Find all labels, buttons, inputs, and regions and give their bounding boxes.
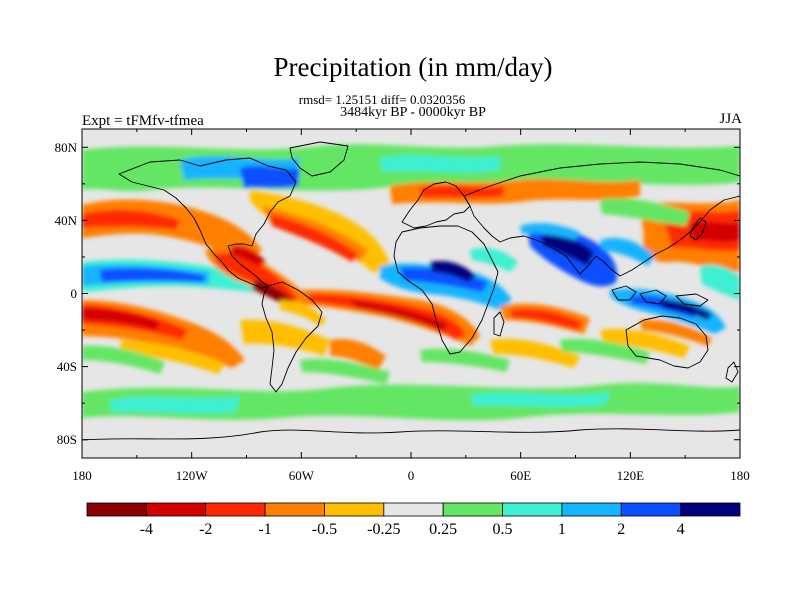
colorbar-swatch — [620, 502, 682, 517]
lon-tick-label: 180 — [730, 468, 750, 483]
chart-title: Precipitation (in mm/day) — [273, 52, 553, 82]
coast-australia — [625, 315, 709, 369]
lon-tick-label: 0 — [408, 468, 415, 483]
colorbar-swatch — [145, 502, 207, 517]
coast-antarctica — [82, 428, 740, 441]
colorbar-label: 0.5 — [493, 521, 513, 538]
period-subtitle: 3484kyr BP - 0000kyr BP — [340, 105, 486, 120]
lon-tick-label: 120W — [176, 468, 209, 483]
coast-maritime-continent — [611, 285, 709, 307]
colorbar-swatch — [383, 502, 444, 517]
coast-madagascar — [493, 311, 505, 337]
colorbar-label: -2 — [199, 521, 212, 538]
colorbar-label: 2 — [617, 521, 625, 538]
lon-tick-label: 60E — [510, 468, 531, 483]
colorbar-label: 1 — [558, 521, 566, 538]
lat-tick-label: 80S — [57, 432, 77, 447]
colorbar-label: -0.5 — [312, 521, 337, 538]
colorbar-label: -4 — [140, 521, 153, 538]
coast-new-zealand — [725, 361, 739, 383]
colorbar-swatch — [86, 502, 147, 517]
precip-field — [82, 129, 740, 458]
colorbar-label: -1 — [258, 521, 271, 538]
colorbar-label: -0.25 — [367, 521, 400, 538]
colorbar-swatch — [205, 502, 266, 517]
lon-tick-label: 120E — [617, 468, 645, 483]
colorbar-swatch — [680, 502, 741, 517]
coast-japan — [689, 217, 707, 241]
coast-africa — [393, 225, 499, 355]
colorbar: -4 -2 -1 -0.5 -0.25 0.25 0.5 1 2 4 — [86, 502, 741, 538]
coast-greenland — [289, 141, 349, 177]
lat-tick-label: 40N — [55, 213, 78, 228]
lon-tick-label: 60W — [289, 468, 315, 483]
lat-tick-label: 0 — [71, 286, 78, 301]
lat-tick-label: 40S — [57, 359, 77, 374]
colorbar-swatch — [502, 502, 563, 517]
coast-south-america — [261, 281, 323, 393]
coastlines — [82, 141, 740, 441]
experiment-label: Expt = tFMfv-tfmea — [82, 113, 204, 129]
coast-asia — [463, 161, 740, 277]
lon-tick-label: 180 — [72, 468, 92, 483]
colorbar-swatch — [442, 502, 503, 517]
lat-axis: 80N 40N 0 40S 80S — [55, 128, 740, 459]
coast-north-america — [118, 157, 297, 289]
colorbar-swatch — [324, 502, 385, 517]
colorbar-label: 0.25 — [429, 521, 457, 538]
stats-line: rmsd= 1.25151 diff= 0.0320356 — [298, 92, 466, 107]
colorbar-label: 4 — [677, 521, 685, 538]
colorbar-swatch — [561, 502, 622, 517]
lat-tick-label: 80N — [55, 140, 78, 155]
lon-axis: 180 120W 60W 0 60E 120E 180 — [72, 129, 750, 483]
season-label: JJA — [719, 111, 742, 127]
colorbar-swatch — [264, 502, 325, 517]
